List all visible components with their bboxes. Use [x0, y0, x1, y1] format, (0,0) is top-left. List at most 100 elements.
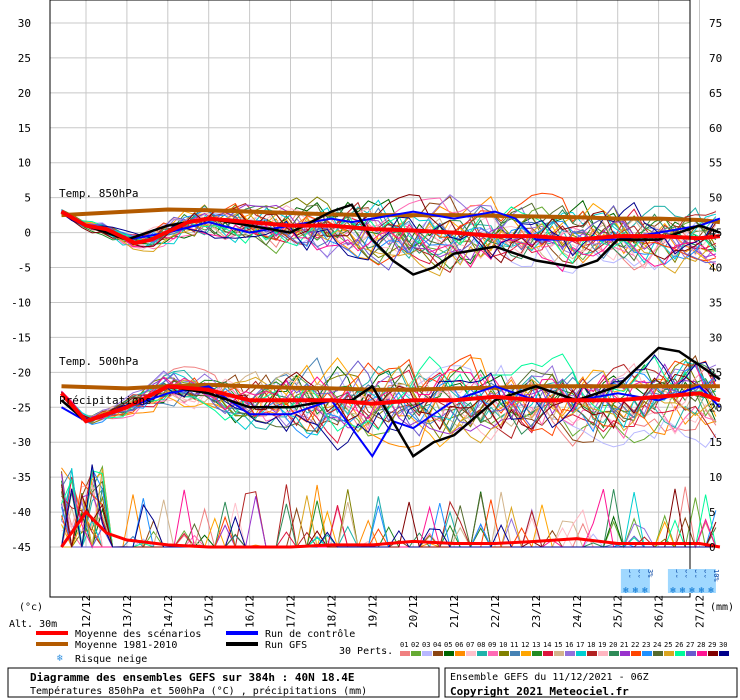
y2-tick-label: 60 — [709, 122, 722, 135]
pert-number: 14 — [543, 641, 551, 649]
x-tick-label: 13/12 — [121, 595, 134, 628]
pert-number: 13 — [532, 641, 540, 649]
pert-number: 09 — [488, 641, 496, 649]
snow-flake-icon: ❄ — [642, 586, 648, 596]
pert-swatch — [719, 651, 729, 656]
pert-number: 25 — [664, 641, 672, 649]
x-tick-label: 12/12 — [80, 595, 93, 628]
x-tick-label: 27/12 — [694, 595, 707, 628]
y-tick-label: 30 — [18, 17, 31, 30]
snow-risk: 3%❄6%❄3%❄3%❄6%❄6%❄6%❄10%❄ — [620, 569, 720, 596]
x-tick-label: 20/12 — [407, 595, 420, 628]
snow-flake-icon: ❄ — [680, 586, 686, 596]
pert-swatch — [664, 651, 674, 656]
pert-swatch — [554, 651, 564, 656]
snow-risk-box — [705, 569, 716, 593]
pert-number: 28 — [697, 641, 705, 649]
y2-tick-label: 30 — [709, 331, 722, 344]
pert-number: 30 — [719, 641, 727, 649]
y-tick-label: 25 — [18, 52, 31, 65]
pert-swatch — [433, 651, 443, 656]
pert-swatch — [708, 651, 718, 656]
snow-risk-box — [630, 569, 641, 593]
footer-subtitle: Températures 850hPa et 500hPa (°C) , pré… — [30, 685, 367, 697]
panel-labels: Temp. 850hPa Temp. 500hPa Précipitations — [59, 187, 152, 407]
snow-flake-icon: ❄ — [623, 586, 629, 596]
x-tick-label: 23/12 — [530, 595, 543, 628]
pert-swatch — [422, 651, 432, 656]
x-tick-label: 14/12 — [162, 595, 175, 628]
pert-swatch — [697, 651, 707, 656]
pert-number: 04 — [433, 641, 441, 649]
snow-legend-icon: ❄ — [57, 653, 64, 664]
y2-tick-label: 10 — [709, 471, 722, 484]
y2-tick-label: 15 — [709, 436, 722, 449]
pert-swatch — [609, 651, 619, 656]
t500-climatology-line — [61, 382, 720, 392]
legend-label: Run de contrôle — [265, 628, 355, 640]
x-axis-ticks: 12/12 13/12 14/12 15/12 16/12 17/12 18/12 19/12… — [80, 595, 707, 628]
grid — [50, 0, 700, 548]
altitude-label: Alt. 30m — [9, 619, 57, 630]
perts-label: 30 Perts. — [339, 646, 393, 657]
x-tick-label: 26/12 — [653, 595, 666, 628]
y2-tick-label: 75 — [709, 17, 722, 30]
t850-climatology-line — [61, 207, 721, 225]
pert-swatch — [521, 651, 531, 656]
x-tick-label: 17/12 — [285, 595, 298, 628]
pert-swatch — [411, 651, 421, 656]
snow-risk-value: 10% — [712, 569, 720, 582]
x-tick-label: 15/12 — [203, 595, 216, 628]
pert-swatch — [675, 651, 685, 656]
t500-panel-label: Temp. 500hPa — [59, 355, 138, 368]
ensemble-member-line — [61, 205, 716, 260]
pert-number: 16 — [565, 641, 573, 649]
y-tick-label: -45 — [11, 541, 31, 554]
pert-swatch — [576, 651, 586, 656]
pert-swatch — [499, 651, 509, 656]
y-tick-label: -10 — [11, 296, 31, 309]
snow-flake-icon: ❄ — [633, 586, 639, 596]
pert-number: 17 — [576, 641, 584, 649]
y-tick-label: 15 — [18, 122, 31, 135]
y-tick-label: 5 — [24, 192, 31, 205]
pert-number: 18 — [587, 641, 595, 649]
pert-swatch — [510, 651, 520, 656]
pert-number: 01 — [400, 641, 408, 649]
plot-frame — [49, 0, 691, 598]
x-tick-label: 25/12 — [612, 595, 625, 628]
pert-swatch — [488, 651, 498, 656]
t850-control-line — [61, 210, 721, 241]
x-tick-label: 24/12 — [571, 595, 584, 628]
x-tick-label: 16/12 — [244, 595, 257, 628]
ensemble-member-line — [61, 357, 717, 431]
snow-risk-label: Risque neige — [75, 654, 147, 665]
legend-label: Moyenne des scénarios — [75, 628, 201, 640]
pert-swatch — [587, 651, 597, 656]
y2-tick-label: 35 — [709, 296, 722, 309]
y2-tick-label: 5 — [709, 506, 716, 519]
x-tick-label: 22/12 — [489, 595, 502, 628]
pert-number: 27 — [686, 641, 694, 649]
pert-number: 29 — [708, 641, 716, 649]
footer-run-info: Ensemble GEFS du 11/12/2021 - 06Z — [450, 672, 649, 683]
pert-number: 06 — [455, 641, 463, 649]
snow-flake-icon: ❄ — [689, 586, 695, 596]
pert-number: 19 — [598, 641, 606, 649]
x-tick-label: 18/12 — [325, 595, 338, 628]
y2-tick-label: 0 — [709, 541, 716, 554]
pert-swatch — [642, 651, 652, 656]
legend-label: Run GFS — [265, 640, 307, 651]
pert-swatch — [477, 651, 487, 656]
snow-risk-box — [639, 569, 650, 593]
snow-risk-box — [667, 569, 678, 593]
left-axis-unit: (°c) — [19, 602, 43, 613]
y-tick-label: -25 — [11, 401, 31, 414]
y-tick-label: -20 — [11, 366, 31, 379]
ensemble-member-line — [61, 360, 717, 437]
footer-copyright: Copyright 2021 Meteociel.fr — [450, 685, 629, 698]
snow-flake-icon: ❄ — [670, 586, 676, 596]
x-tick-label: 19/12 — [366, 595, 379, 628]
pert-number: 10 — [499, 641, 507, 649]
